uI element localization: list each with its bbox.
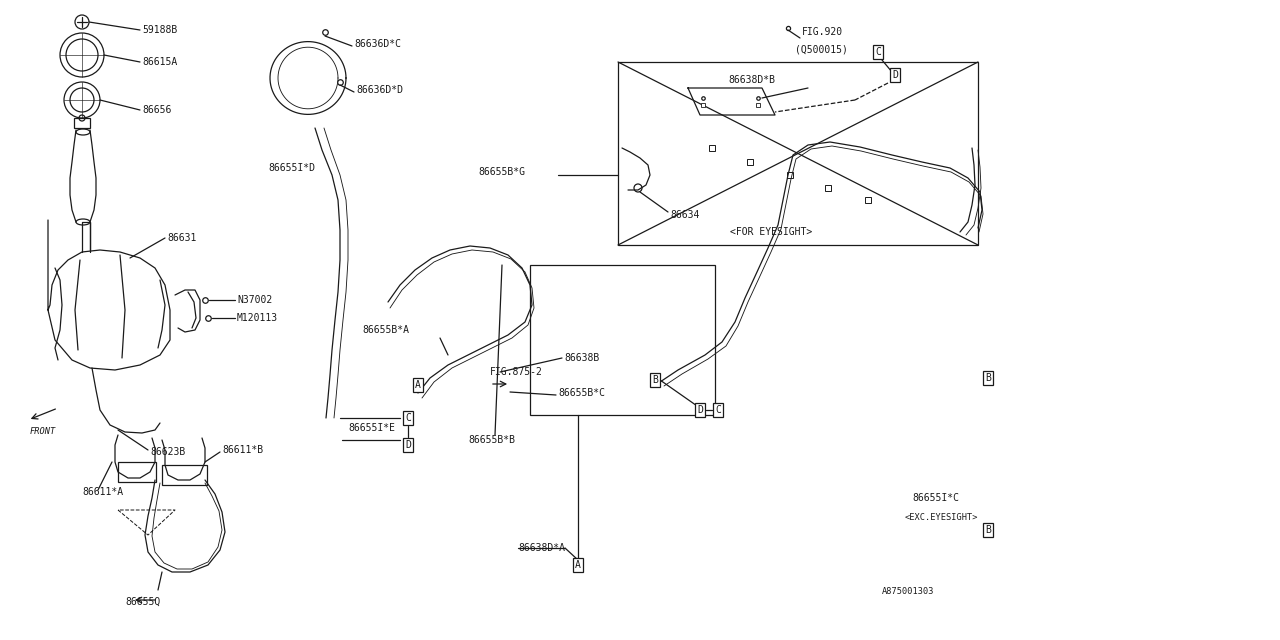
Text: 86655B*C: 86655B*C (558, 388, 605, 398)
Text: 59188B: 59188B (142, 25, 177, 35)
Text: B: B (652, 375, 658, 385)
Text: 86655I*C: 86655I*C (911, 493, 959, 503)
Text: 86636D*D: 86636D*D (356, 85, 403, 95)
Text: C: C (716, 405, 721, 415)
Text: A: A (575, 560, 581, 570)
Text: B: B (986, 373, 991, 383)
Text: 86636D*C: 86636D*C (355, 39, 401, 49)
Bar (618, 62, 978, 245)
Text: 86656: 86656 (142, 105, 172, 115)
Text: A: A (415, 380, 421, 390)
Text: 86655B*A: 86655B*A (362, 325, 410, 335)
Text: 86638D*A: 86638D*A (518, 543, 564, 553)
Text: 86655Q: 86655Q (125, 597, 160, 607)
Bar (163, 465, 207, 485)
Text: 86655B*B: 86655B*B (468, 435, 515, 445)
Text: N37002: N37002 (237, 295, 273, 305)
Text: (Q500015): (Q500015) (795, 45, 847, 55)
Bar (74, 118, 90, 128)
Text: 86655B*G: 86655B*G (477, 167, 525, 177)
Text: 86611*B: 86611*B (221, 445, 264, 455)
Text: 86638D*B: 86638D*B (728, 75, 774, 85)
Text: B: B (986, 525, 991, 535)
Text: M120113: M120113 (237, 313, 278, 323)
Text: 86611*A: 86611*A (82, 487, 123, 497)
Text: D: D (404, 440, 411, 450)
Text: 86631: 86631 (166, 233, 196, 243)
Bar (530, 265, 716, 415)
Text: 86623B: 86623B (150, 447, 186, 457)
Text: 86634: 86634 (669, 210, 699, 220)
Bar (118, 462, 156, 482)
Text: 86655I*E: 86655I*E (348, 423, 396, 433)
Text: A875001303: A875001303 (882, 588, 934, 596)
Text: 86655I*D: 86655I*D (268, 163, 315, 173)
Text: C: C (876, 47, 881, 57)
Text: C: C (404, 413, 411, 423)
Text: FIG.920: FIG.920 (803, 27, 844, 37)
Text: 86638B: 86638B (564, 353, 599, 363)
Text: <EXC.EYESIGHT>: <EXC.EYESIGHT> (905, 513, 978, 522)
Text: D: D (892, 70, 899, 80)
Text: <FOR EYESIGHT>: <FOR EYESIGHT> (730, 227, 813, 237)
Text: D: D (698, 405, 703, 415)
Text: FIG.875-2: FIG.875-2 (490, 367, 543, 377)
Text: 86615A: 86615A (142, 57, 177, 67)
Text: FRONT: FRONT (29, 428, 56, 436)
